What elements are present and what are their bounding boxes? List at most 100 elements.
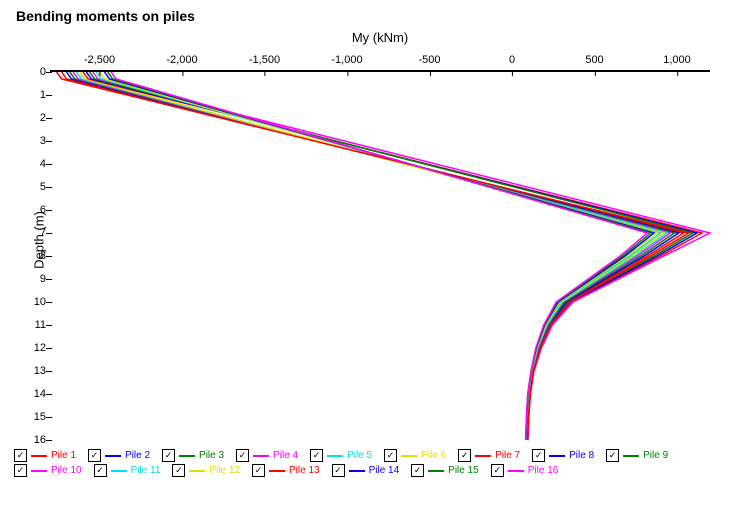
legend-label: Pile 4 [273,450,298,461]
legend-swatch [623,455,639,457]
y-tick: 7 [26,227,46,239]
legend-swatch [349,470,365,472]
legend-swatch [253,455,269,457]
legend-checkbox[interactable]: ✓ [411,464,424,477]
series-line [86,72,697,440]
legend-label: Pile 6 [421,450,446,461]
legend-item[interactable]: ✓ Pile 4 [236,449,298,462]
legend-swatch [428,470,444,472]
series-line [93,72,710,440]
y-tick: 16 [26,434,46,446]
legend-swatch [327,455,343,457]
plot-region: -2,500-2,000-1,500-1,000-50005001,000012… [50,70,710,440]
legend-checkbox[interactable]: ✓ [384,449,397,462]
legend-item[interactable]: ✓ Pile 3 [162,449,224,462]
y-tick: 15 [26,411,46,423]
legend-checkbox[interactable]: ✓ [172,464,185,477]
legend-checkbox[interactable]: ✓ [14,449,27,462]
legend-item[interactable]: ✓Pile 1 [14,449,76,462]
legend-label: Pile 13 [289,465,320,476]
legend-label: Pile 9 [643,450,668,461]
x-tick: -2,500 [84,54,115,66]
legend-item[interactable]: ✓ Pile 13 [252,464,320,477]
legend-item[interactable]: ✓ Pile 9 [606,449,668,462]
y-tick: 12 [26,342,46,354]
x-tick: -500 [418,54,440,66]
legend-swatch [31,455,47,457]
series-line [83,72,702,440]
x-tick: 500 [585,54,603,66]
legend-swatch [179,455,195,457]
legend-item[interactable]: ✓ Pile 14 [332,464,400,477]
series-line [70,72,675,440]
legend-item[interactable]: ✓ Pile 6 [384,449,446,462]
y-tick: 6 [26,204,46,216]
legend-label: Pile 3 [199,450,224,461]
legend-swatch [475,455,491,457]
y-tick: 8 [26,250,46,262]
y-tick: 14 [26,388,46,400]
y-tick: 4 [26,158,46,170]
legend-checkbox[interactable]: ✓ [88,449,101,462]
legend: ✓Pile 1✓Pile 2✓Pile 3✓Pile 4✓Pile 5✓Pile… [0,447,735,477]
series-line [100,72,658,440]
x-axis-label: My (kNm) [352,30,408,45]
legend-label: Pile 10 [51,465,82,476]
chart-area: My (kNm) Depth (m) -2,500-2,000-1,500-1,… [50,32,710,447]
y-tick: 1 [26,89,46,101]
legend-swatch [111,470,127,472]
series-line [62,72,684,440]
legend-item[interactable]: ✓ Pile 12 [172,464,240,477]
legend-checkbox[interactable]: ✓ [252,464,265,477]
series-line [105,72,654,440]
legend-checkbox[interactable]: ✓ [332,464,345,477]
legend-label: Pile 2 [125,450,150,461]
legend-checkbox[interactable]: ✓ [458,449,471,462]
series-line [90,72,693,440]
legend-label: Pile 5 [347,450,372,461]
legend-item[interactable]: ✓ Pile 16 [491,464,559,477]
x-tick: -2,000 [166,54,197,66]
legend-label: Pile 14 [369,465,400,476]
x-tick: -1,500 [249,54,280,66]
legend-swatch [105,455,121,457]
x-tick: -1,000 [331,54,362,66]
legend-swatch [189,470,205,472]
legend-item[interactable]: ✓ Pile 7 [458,449,520,462]
legend-checkbox[interactable]: ✓ [532,449,545,462]
series-line [80,72,664,440]
y-tick: 10 [26,296,46,308]
series-line [96,72,660,440]
y-tick: 2 [26,112,46,124]
legend-item[interactable]: ✓Pile 11 [94,464,161,477]
legend-checkbox[interactable]: ✓ [606,449,619,462]
x-tick: 0 [509,54,515,66]
legend-checkbox[interactable]: ✓ [162,449,175,462]
legend-label: Pile 7 [495,450,520,461]
y-tick: 5 [26,181,46,193]
x-tick: 1,000 [663,54,691,66]
series-line [76,72,667,440]
series-line [57,72,689,440]
legend-checkbox[interactable]: ✓ [310,449,323,462]
y-tick: 0 [26,66,46,78]
y-tick: 11 [26,319,46,331]
legend-label: Pile 15 [448,465,479,476]
legend-checkbox[interactable]: ✓ [236,449,249,462]
legend-item[interactable]: ✓ Pile 15 [411,464,479,477]
legend-swatch [508,470,524,472]
legend-checkbox[interactable]: ✓ [14,464,27,477]
legend-item[interactable]: ✓ Pile 2 [88,449,150,462]
series-line [111,72,647,440]
chart-title: Bending moments on piles [0,0,735,28]
legend-item[interactable]: ✓ Pile 5 [310,449,372,462]
legend-swatch [269,470,285,472]
legend-item[interactable]: ✓ Pile 10 [14,464,82,477]
legend-label: Pile 16 [528,465,559,476]
legend-checkbox[interactable]: ✓ [94,464,107,477]
legend-item[interactable]: ✓Pile 8 [532,449,594,462]
y-tick: 13 [26,365,46,377]
series-line [67,72,679,440]
legend-checkbox[interactable]: ✓ [491,464,504,477]
legend-label: Pile 12 [209,465,240,476]
